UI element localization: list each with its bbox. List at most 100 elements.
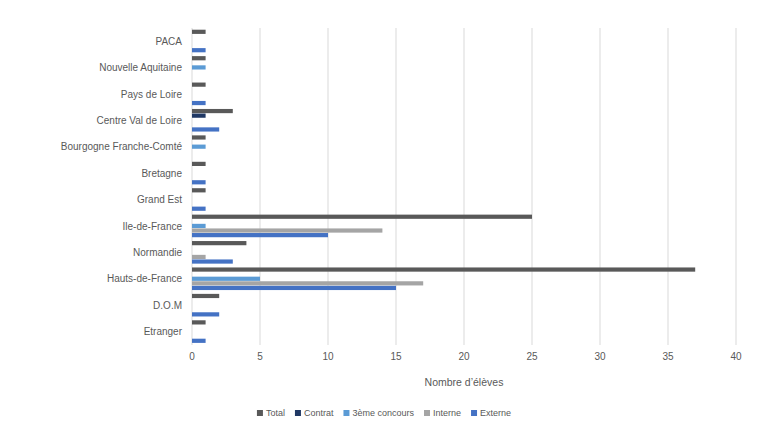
bar bbox=[192, 30, 206, 34]
grid-line bbox=[736, 28, 737, 345]
category-label: Centre Val de Loire bbox=[97, 115, 183, 126]
bar bbox=[192, 114, 206, 118]
bar bbox=[192, 149, 193, 153]
tick-label: 15 bbox=[390, 351, 402, 362]
legend-label: Contrat bbox=[304, 408, 334, 418]
category-label: Nouvelle Aquitaine bbox=[99, 62, 182, 73]
bar bbox=[192, 145, 206, 149]
grid-line bbox=[260, 28, 261, 345]
bar bbox=[192, 228, 382, 232]
bar bbox=[192, 118, 193, 122]
bar bbox=[192, 224, 206, 228]
bar bbox=[192, 65, 206, 69]
bar bbox=[192, 34, 193, 38]
legend-label: Externe bbox=[480, 408, 511, 418]
bar bbox=[192, 56, 206, 60]
grid-line bbox=[464, 28, 465, 345]
legend-swatch bbox=[257, 410, 263, 416]
bar bbox=[192, 39, 193, 43]
bar bbox=[192, 215, 532, 219]
legend-swatch bbox=[471, 410, 477, 416]
category-label: PACA bbox=[156, 36, 183, 47]
category-label: Bourgogne Franche-Comté bbox=[61, 141, 183, 152]
legend-swatch bbox=[343, 410, 349, 416]
grid-line bbox=[668, 28, 669, 345]
grid-line bbox=[328, 28, 329, 345]
category-label: Bretagne bbox=[141, 168, 182, 179]
bar bbox=[192, 325, 193, 329]
bar bbox=[192, 286, 396, 290]
bar bbox=[192, 246, 193, 250]
bar bbox=[192, 83, 206, 87]
tick-label: 5 bbox=[257, 351, 263, 362]
bars bbox=[192, 30, 695, 343]
bar bbox=[192, 101, 206, 105]
bar bbox=[192, 250, 193, 254]
tick-label: 40 bbox=[730, 351, 742, 362]
legend-label: Total bbox=[266, 408, 285, 418]
bar bbox=[192, 259, 233, 263]
bar bbox=[192, 320, 206, 324]
bar bbox=[192, 109, 233, 113]
category-label: Normandie bbox=[133, 247, 182, 258]
bar bbox=[192, 334, 193, 338]
bar bbox=[192, 166, 193, 170]
bar bbox=[192, 329, 193, 333]
tick-label: 20 bbox=[458, 351, 470, 362]
bar bbox=[192, 61, 193, 65]
bar bbox=[192, 87, 193, 91]
bar bbox=[192, 48, 206, 52]
bar bbox=[192, 135, 206, 139]
bar bbox=[192, 255, 206, 259]
bar bbox=[192, 298, 193, 302]
grid-line bbox=[600, 28, 601, 345]
bar bbox=[192, 193, 193, 197]
axis-title: Nombre d’élèves bbox=[425, 376, 504, 388]
tick-label: 10 bbox=[322, 351, 334, 362]
category-label: Pays de Loire bbox=[121, 89, 183, 100]
bar bbox=[192, 308, 193, 312]
bar bbox=[192, 140, 193, 144]
bar bbox=[192, 267, 695, 271]
bar bbox=[192, 180, 206, 184]
category-label: Etranger bbox=[144, 326, 183, 337]
legend: Total Contrat 3ème concours Interne Externe bbox=[257, 408, 511, 418]
bar bbox=[192, 92, 193, 96]
bar bbox=[192, 241, 246, 245]
bar bbox=[192, 171, 193, 175]
grid-line bbox=[396, 28, 397, 345]
bar bbox=[192, 188, 206, 192]
bar bbox=[192, 75, 193, 79]
bar bbox=[192, 96, 193, 100]
legend-label: 3ème concours bbox=[352, 408, 414, 418]
category-label: D.O.M bbox=[153, 300, 182, 311]
bar bbox=[192, 202, 193, 206]
bar bbox=[192, 294, 219, 298]
tick-label: 35 bbox=[662, 351, 674, 362]
chart: 0 5 10 15 20 25 30 35 40 PACA Nouvelle Aquitaine Pa… bbox=[0, 0, 768, 435]
category-label: Grand Est bbox=[137, 194, 182, 205]
bar bbox=[192, 272, 193, 276]
tick-label: 25 bbox=[526, 351, 538, 362]
bar bbox=[192, 207, 206, 211]
bar bbox=[192, 123, 193, 127]
bar bbox=[192, 277, 260, 281]
bar bbox=[192, 303, 193, 307]
bar bbox=[192, 176, 193, 180]
bar bbox=[192, 44, 193, 48]
tick-label: 30 bbox=[594, 351, 606, 362]
bar bbox=[192, 70, 193, 74]
legend-swatch bbox=[295, 410, 301, 416]
legend-label: Interne bbox=[433, 408, 461, 418]
bar bbox=[192, 233, 328, 237]
category-label: Ile-de-France bbox=[123, 221, 183, 232]
bar bbox=[192, 154, 193, 158]
bar bbox=[192, 339, 206, 343]
category-label: Hauts-de-France bbox=[107, 273, 182, 284]
tick-label: 0 bbox=[189, 351, 195, 362]
grid-line bbox=[532, 28, 533, 345]
bar bbox=[192, 281, 423, 285]
bar bbox=[192, 162, 206, 166]
bar bbox=[192, 127, 219, 131]
legend-swatch bbox=[424, 410, 430, 416]
